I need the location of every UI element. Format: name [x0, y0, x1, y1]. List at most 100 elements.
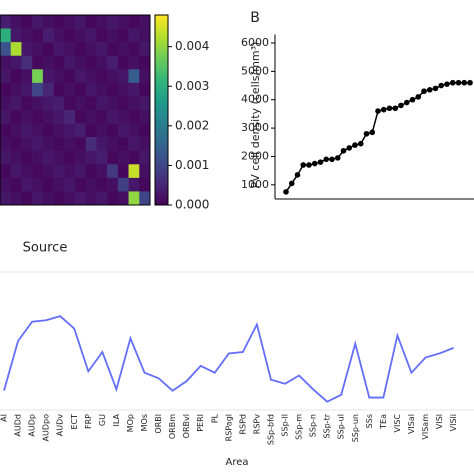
point [340, 147, 347, 154]
heatmap-cell [10, 191, 22, 206]
heatmap-cell [10, 164, 22, 179]
heatmap-cell [128, 150, 140, 165]
colorbar-segment [155, 106, 168, 111]
heatmap-cell [75, 123, 87, 138]
heatmap-cell [0, 15, 12, 29]
point [352, 142, 358, 148]
x-tick-label: SSp-m [295, 414, 304, 440]
heatmap-cell [75, 110, 87, 124]
heatmap-cell [21, 164, 33, 179]
heatmap-cell [53, 123, 65, 138]
heatmap-cell [21, 191, 33, 206]
x-tick-label: PERI [196, 414, 205, 432]
heatmap-cell [128, 96, 140, 111]
heatmap-cell [42, 55, 54, 70]
heatmap-cell [96, 123, 108, 138]
heatmap-cell [32, 191, 44, 206]
heatmap-cell [96, 55, 108, 70]
point [426, 87, 433, 93]
heatmap-cell [0, 69, 12, 84]
y-tick-label: 6000 [241, 36, 269, 49]
heatmap-cell [10, 55, 22, 70]
point [334, 155, 341, 161]
heatmap-cell [32, 110, 44, 124]
heatmap-cell [42, 28, 54, 43]
heatmap-cell [128, 55, 140, 70]
heatmap-cell [75, 69, 87, 84]
point [288, 180, 295, 187]
heatmap-cell [117, 55, 129, 70]
heatmap-cell [96, 69, 108, 84]
heatmap-cell [128, 82, 140, 97]
heatmap-cell [107, 191, 119, 206]
heatmap-cell [96, 42, 108, 57]
heatmap-cell [107, 28, 119, 43]
heatmap-cell [0, 150, 12, 165]
heatmap-cell [117, 137, 129, 152]
point [432, 85, 439, 92]
heatmap-cell [75, 191, 87, 206]
x-tick-label: SSs [365, 414, 374, 428]
heatmap-cell [21, 123, 33, 138]
heatmap-cell [85, 55, 97, 70]
colorbar-segment [155, 176, 168, 181]
heatmap-cell [64, 150, 76, 165]
point [449, 79, 456, 86]
heatmap-cell [0, 164, 12, 179]
x-tick-label: ECT [70, 414, 79, 430]
colorbar-segment [155, 189, 168, 193]
point [380, 106, 387, 113]
heatmap-cell [53, 164, 65, 179]
colorbar-segment [155, 195, 168, 200]
heatmap-cell [32, 55, 44, 70]
heatmap-cell [117, 150, 129, 165]
point [403, 99, 410, 106]
heatmap-cell [96, 15, 108, 29]
colorbar-segment [155, 72, 168, 76]
heatmap-cell [139, 164, 151, 179]
x-tick-label: SSp-n [309, 414, 318, 437]
colorbar-segment [155, 129, 168, 133]
heatmap-cell [21, 82, 33, 97]
colorbar-segment [155, 46, 168, 51]
x-tick-label: SSp-un [351, 414, 360, 442]
x-tick-label: ILA [112, 413, 121, 426]
point [317, 159, 324, 165]
colorbar-segment [155, 135, 168, 139]
colorbar-segment [155, 75, 168, 79]
colorbar-segment [155, 40, 168, 44]
heatmap-cell [75, 137, 87, 152]
heatmap-cell [75, 28, 87, 43]
colorbar-segment [155, 170, 168, 174]
colorbar-segment [155, 160, 168, 165]
colorbar-segment [155, 186, 168, 190]
x-tick-label: MOs [140, 414, 149, 431]
colorbar-segment [155, 148, 168, 152]
heatmap-cell [42, 137, 54, 152]
heatmap-cell [107, 96, 119, 111]
point [455, 79, 462, 86]
heatmap-cell [117, 177, 129, 192]
point [300, 162, 307, 168]
x-tick-label: ORBvl [182, 414, 191, 438]
heatmap-cell [107, 137, 119, 152]
colorbar-segment [155, 24, 168, 29]
colorbar-segment [155, 43, 168, 48]
heatmap-cell [107, 55, 119, 70]
y-tick-label: 5000 [241, 64, 269, 77]
heatmap-cell [32, 15, 44, 29]
colorbar-segment [155, 144, 168, 149]
heatmap-cell [42, 150, 54, 165]
x-tick-label: SSp-bfd [266, 414, 275, 445]
heatmap-cell [107, 150, 119, 165]
heatmap-cell [75, 177, 87, 192]
point [346, 145, 353, 151]
heatmap-cell [128, 15, 140, 29]
colorbar-segment [155, 59, 168, 63]
colorbar-segment [155, 15, 168, 19]
heatmap-cell [64, 177, 76, 192]
colorbar-tick-label: 0.002 [175, 118, 209, 132]
heatmap-cell [139, 42, 151, 57]
heatmap-cell [96, 150, 108, 165]
heatmap-cell [96, 137, 108, 152]
